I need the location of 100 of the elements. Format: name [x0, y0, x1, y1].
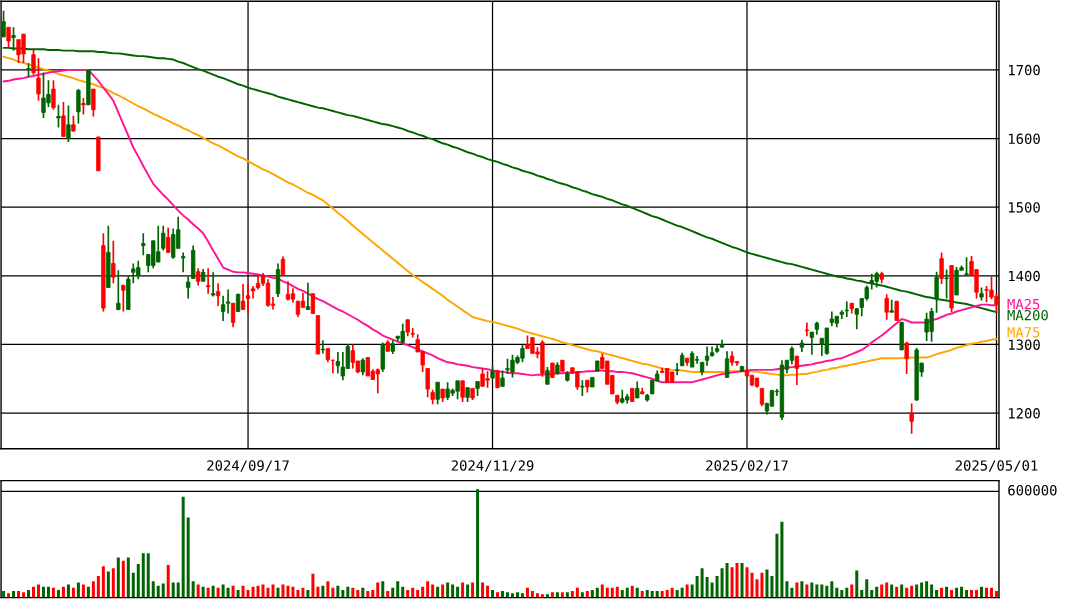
bar	[386, 591, 390, 598]
y-tick-label: 1200	[1008, 408, 1040, 419]
bar	[306, 590, 310, 598]
candlestick	[181, 251, 186, 274]
bar	[535, 593, 539, 598]
bar	[795, 582, 799, 598]
bar	[700, 568, 704, 598]
candlestick	[91, 88, 96, 118]
bar	[955, 587, 959, 598]
bar	[286, 585, 290, 598]
bar	[56, 590, 60, 598]
bar	[441, 584, 445, 598]
bar	[835, 587, 839, 598]
bar	[800, 581, 804, 598]
bar	[720, 568, 724, 598]
candlestick	[141, 232, 146, 257]
bar	[785, 581, 789, 598]
candlestick	[435, 381, 440, 406]
bar	[560, 592, 564, 598]
bar	[525, 587, 529, 598]
bar	[496, 592, 500, 598]
bar	[301, 587, 305, 598]
bar	[211, 585, 215, 598]
bar	[236, 590, 240, 598]
bar	[451, 584, 455, 598]
candlestick	[944, 268, 949, 300]
bar	[251, 586, 255, 598]
bar	[126, 557, 130, 598]
candlestick	[230, 302, 236, 329]
bar	[341, 590, 345, 598]
bar	[880, 584, 884, 598]
bar	[765, 569, 769, 598]
bar	[456, 586, 460, 598]
candlestick	[6, 26, 11, 49]
bar	[620, 590, 624, 598]
bar	[351, 587, 355, 598]
bar	[181, 496, 185, 598]
bar	[116, 557, 120, 598]
bar	[186, 517, 190, 598]
bar	[436, 586, 440, 598]
bar	[17, 591, 21, 598]
bar	[570, 591, 574, 598]
bar	[7, 593, 11, 598]
bar	[755, 579, 759, 598]
bar	[905, 587, 909, 598]
text: 600000	[1008, 484, 1057, 496]
bar	[670, 587, 674, 598]
bar	[481, 582, 485, 598]
candlestick	[285, 280, 291, 302]
bar	[989, 587, 993, 598]
bar	[326, 581, 330, 598]
bar	[156, 585, 160, 598]
bar	[261, 584, 265, 598]
bar	[820, 584, 824, 598]
bar	[101, 566, 105, 598]
candlestick	[335, 351, 341, 375]
x-tick-label: 2025/02/17	[706, 460, 788, 472]
bar	[890, 584, 894, 598]
bar	[730, 567, 734, 598]
bar	[520, 593, 524, 598]
bar	[540, 594, 544, 598]
candlestick	[964, 256, 969, 277]
bar	[980, 586, 983, 598]
candlestick	[320, 339, 326, 355]
y-tick-label: 1600	[1008, 133, 1040, 145]
bar	[580, 592, 584, 598]
bar	[336, 585, 340, 598]
candlestick	[460, 380, 465, 403]
bar	[645, 590, 649, 598]
bar	[515, 592, 519, 598]
bar	[825, 585, 829, 598]
candlestick	[51, 79, 56, 111]
bar	[845, 587, 849, 598]
bar	[925, 581, 929, 598]
bar	[655, 591, 659, 598]
candlestick	[121, 283, 126, 313]
bar	[66, 584, 70, 598]
candlestick	[56, 104, 61, 129]
bar	[266, 587, 270, 598]
candlestick	[186, 275, 191, 300]
bar	[96, 575, 100, 598]
bar	[660, 591, 664, 598]
bar	[206, 587, 210, 598]
bar	[321, 585, 325, 598]
bar	[191, 581, 195, 598]
candlestick	[205, 267, 211, 295]
bar	[226, 587, 230, 598]
candlestick	[854, 307, 859, 331]
bar	[630, 585, 634, 598]
bar	[106, 571, 110, 598]
candlestick	[36, 57, 41, 102]
candlestick	[939, 251, 944, 285]
bar	[201, 586, 205, 598]
candlestick	[161, 224, 166, 252]
bar	[246, 590, 250, 598]
bar	[750, 572, 754, 598]
candlestick	[225, 288, 231, 315]
bar	[960, 586, 964, 598]
bar	[421, 586, 425, 598]
bar	[695, 575, 699, 598]
